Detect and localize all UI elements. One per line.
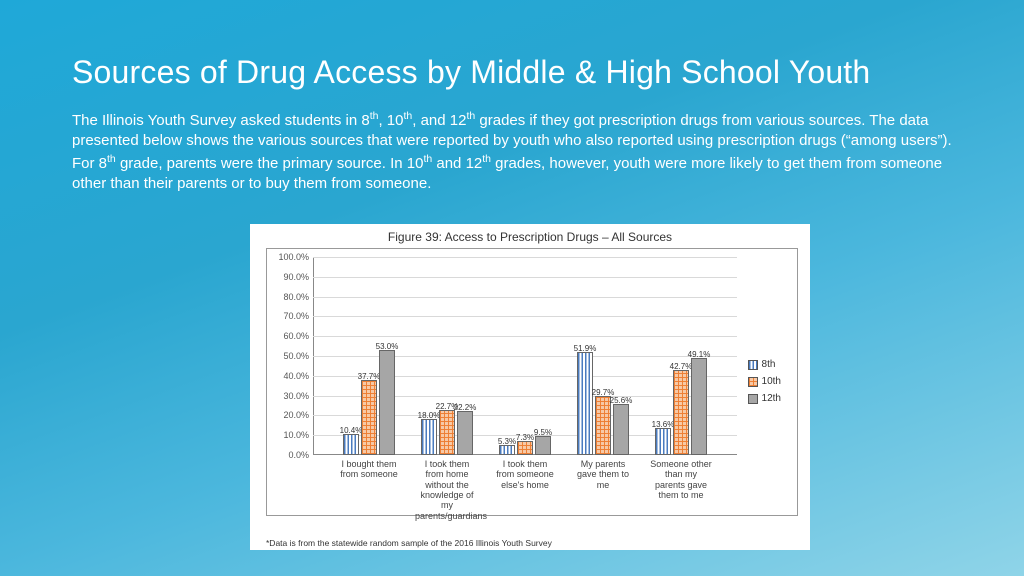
bar-g8: 5.3% (499, 445, 515, 455)
bar-value-label: 7.3% (516, 433, 534, 442)
bar-group: 10.4%37.7%53.0% (343, 257, 395, 455)
bar-value-label: 13.6% (652, 420, 675, 429)
bar-value-label: 18.0% (418, 411, 441, 420)
bar-g12: 9.5% (535, 436, 551, 455)
plot-area: 0.0%10.0%20.0%30.0%40.0%50.0%60.0%70.0%8… (313, 257, 737, 455)
y-tick-label: 70.0% (283, 311, 309, 321)
category-label: Someone other than my parents gave them … (649, 459, 713, 500)
legend-item: 12th (748, 393, 781, 404)
slide-body: The Illinois Youth Survey asked students… (72, 109, 952, 194)
bar-g8: 51.9% (577, 352, 593, 455)
deco-line (803, 563, 1024, 576)
legend-swatch (748, 377, 758, 387)
y-tick-label: 40.0% (283, 371, 309, 381)
bar-value-label: 37.7% (358, 372, 381, 381)
bar-g12: 49.1% (691, 358, 707, 455)
legend-label: 8th (762, 359, 776, 370)
bar-value-label: 53.0% (376, 342, 399, 351)
y-tick-label: 20.0% (283, 410, 309, 420)
bar-g8: 18.0% (421, 419, 437, 455)
deco-line (803, 551, 1024, 576)
bar-group: 5.3%7.3%9.5% (499, 257, 551, 455)
bar-g12: 22.2% (457, 411, 473, 455)
y-tick-label: 10.0% (283, 430, 309, 440)
bar-value-label: 9.5% (534, 428, 552, 437)
bar-g10: 7.3% (517, 441, 533, 455)
chart-title: Figure 39: Access to Prescription Drugs … (250, 224, 810, 246)
category-label: I took them from home without the knowle… (415, 459, 479, 521)
bar-g10: 42.7% (673, 370, 689, 455)
deco-line (803, 539, 1024, 576)
bar-value-label: 5.3% (498, 437, 516, 446)
category-label: I bought them from someone (337, 459, 401, 480)
y-tick-label: 100.0% (278, 252, 309, 262)
chart-frame: 0.0% 10.0% 20.0% 30.0% 40.0% 50.0% 60.0% 70.0% 8… (266, 248, 798, 516)
bar-group: 13.6%42.7%49.1% (655, 257, 707, 455)
bar-group: 18.0%22.7%22.2% (421, 257, 473, 455)
bar-value-label: 25.6% (610, 396, 633, 405)
chart-footnote: *Data is from the statewide random sampl… (266, 538, 552, 548)
legend: 8th 10th 12th (748, 359, 781, 410)
category-label: My parents gave them to me (571, 459, 635, 490)
legend-swatch (748, 360, 758, 370)
bar-value-label: 51.9% (574, 344, 597, 353)
bar-value-label: 42.7% (670, 362, 693, 371)
bar-value-label: 10.4% (340, 426, 363, 435)
y-tick-label: 0.0% (288, 450, 309, 460)
legend-label: 12th (762, 393, 781, 404)
bar-g12: 25.6% (613, 404, 629, 455)
bar-g8: 13.6% (655, 428, 671, 455)
bar-g12: 53.0% (379, 350, 395, 455)
bar-g8: 10.4% (343, 434, 359, 455)
slide-title: Sources of Drug Access by Middle & High … (72, 54, 952, 91)
bar-g10: 29.7% (595, 396, 611, 455)
y-tick-label: 30.0% (283, 391, 309, 401)
y-tick-label: 60.0% (283, 331, 309, 341)
chart-card: Figure 39: Access to Prescription Drugs … (250, 224, 810, 550)
legend-item: 8th (748, 359, 781, 370)
bar-group: 51.9%29.7%25.6% (577, 257, 629, 455)
legend-label: 10th (762, 376, 781, 387)
legend-item: 10th (748, 376, 781, 387)
legend-swatch (748, 394, 758, 404)
y-tick-label: 50.0% (283, 351, 309, 361)
y-tick-label: 80.0% (283, 292, 309, 302)
bar-g10: 22.7% (439, 410, 455, 455)
bar-g10: 37.7% (361, 380, 377, 455)
category-label: I took them from someone else's home (493, 459, 557, 490)
bar-value-label: 49.1% (688, 350, 711, 359)
bar-value-label: 22.2% (454, 403, 477, 412)
y-tick-label: 90.0% (283, 272, 309, 282)
